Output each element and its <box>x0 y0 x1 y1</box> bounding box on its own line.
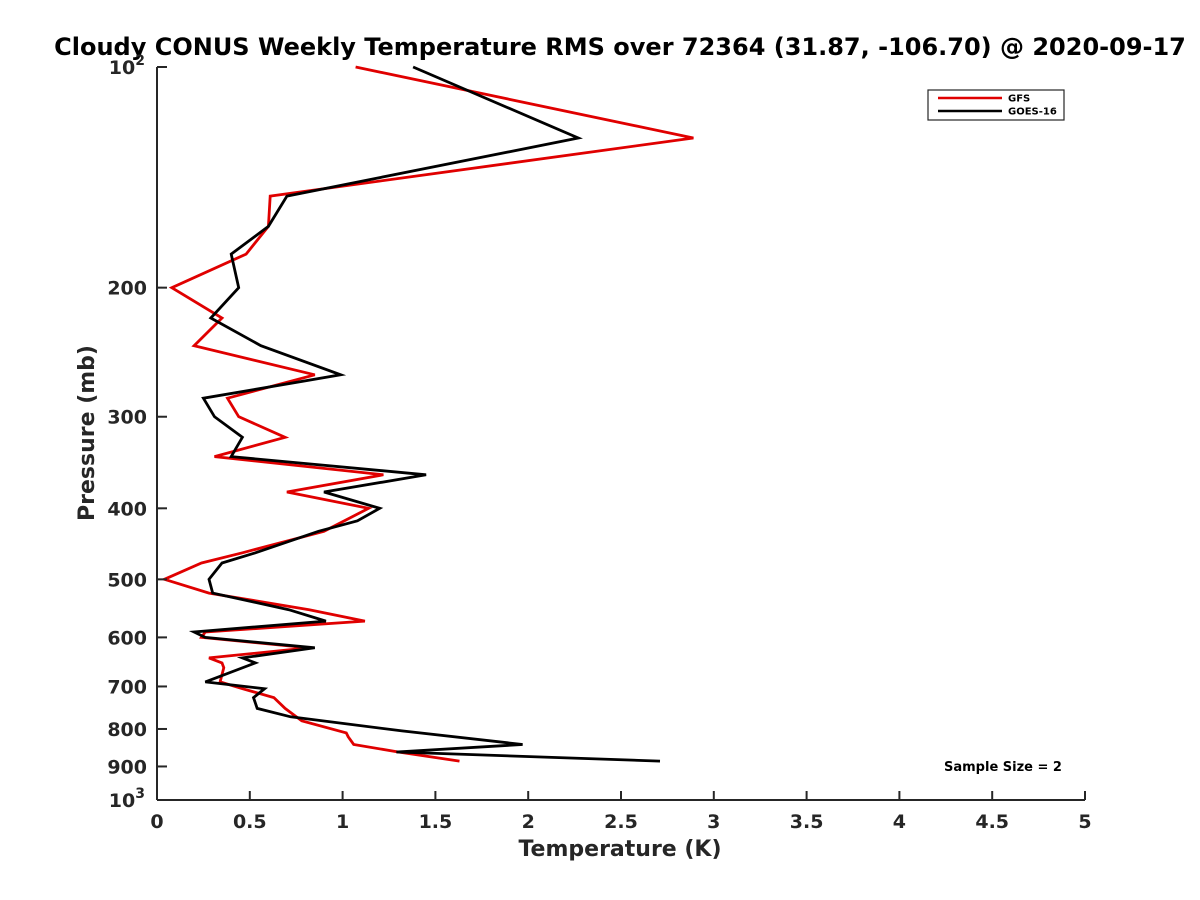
sample-size-annotation: Sample Size = 2 <box>944 760 1062 775</box>
x-tick-label: 0.5 <box>233 811 267 833</box>
y-tick-label: 800 <box>107 719 147 741</box>
legend-label-gfs: GFS <box>1008 94 1030 105</box>
y-tick-label: 900 <box>107 756 147 778</box>
legend: GFS GOES-16 <box>927 89 1065 121</box>
x-tick-label: 2 <box>522 811 535 833</box>
x-tick-label: 1 <box>336 811 349 833</box>
y-tick-label: 103 <box>109 786 145 812</box>
legend-label-goes16: GOES-16 <box>1008 107 1057 118</box>
y-tick-label: 102 <box>109 53 145 79</box>
y-axis-label: Pressure (mb) <box>75 345 100 521</box>
series-line-goes16 <box>188 65 661 763</box>
y-tick-label: 700 <box>107 676 147 698</box>
x-tick-label: 3 <box>707 811 720 833</box>
legend-box <box>927 89 1065 121</box>
y-tick-label: 300 <box>107 407 147 429</box>
x-tick-label: 2.5 <box>604 811 638 833</box>
y-tick-label: 400 <box>107 498 147 520</box>
y-tick-label: 200 <box>107 278 147 300</box>
series-line-gfs <box>160 65 694 763</box>
x-tick-label: 1.5 <box>419 811 453 833</box>
plot-series <box>160 65 694 763</box>
x-axis-label: Temperature (K) <box>518 837 721 862</box>
y-tick-label: 600 <box>107 627 147 649</box>
chart-title: Cloudy CONUS Weekly Temperature RMS over… <box>54 33 1186 61</box>
x-tick-label: 3.5 <box>790 811 824 833</box>
x-tick-label: 4 <box>893 811 906 833</box>
x-tick-label: 4.5 <box>975 811 1009 833</box>
axes: 0 0.5 1 1.5 2 2.5 3 3.5 4 4.5 5 102 200 300 400 500 600 7… <box>107 53 1091 833</box>
x-tick-label: 5 <box>1078 811 1091 833</box>
y-tick-label: 500 <box>107 569 147 591</box>
x-tick-label: 0 <box>150 811 163 833</box>
